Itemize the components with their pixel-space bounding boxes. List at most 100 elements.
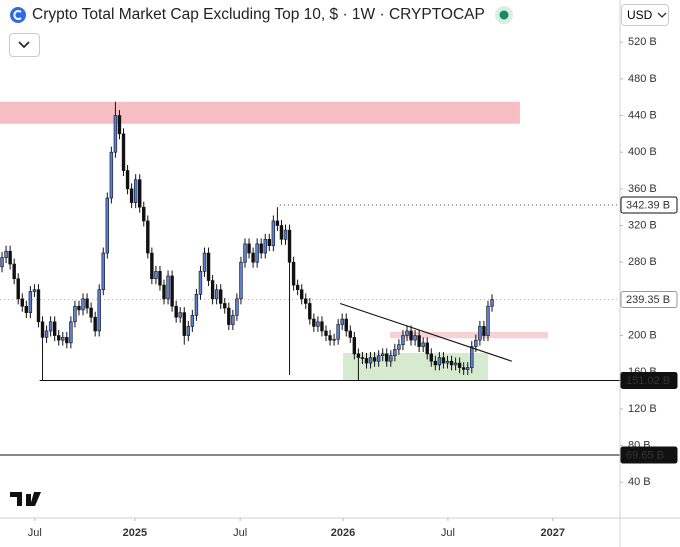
- candle-body: [101, 252, 105, 291]
- candle-body: [129, 188, 134, 203]
- candle-body: [417, 335, 421, 347]
- chevron: [657, 12, 667, 18]
- candle-body: [449, 360, 454, 366]
- candle-body: [453, 362, 458, 366]
- candle-body: [397, 344, 401, 350]
- y-tick-label: 280 B: [628, 256, 657, 268]
- x-tick-label: Jul: [233, 527, 247, 539]
- candle-body: [368, 357, 373, 364]
- y-tick-label: 120 B: [628, 403, 657, 415]
- candle-body: [194, 293, 199, 316]
- candle-body: [73, 305, 77, 323]
- candle-body: [16, 278, 20, 300]
- candle-body: [279, 225, 284, 240]
- candle-body: [344, 318, 348, 332]
- candle-body: [360, 357, 365, 359]
- y-tick-label: 400 B: [628, 146, 657, 158]
- candle-body: [44, 330, 49, 338]
- candle-body: [20, 298, 24, 307]
- candle-body: [437, 357, 442, 366]
- candle-body: [393, 349, 397, 357]
- price-label-box: [620, 196, 678, 214]
- tradingview-logo: [10, 492, 41, 506]
- candle-body: [202, 252, 207, 272]
- candle-body: [287, 229, 292, 263]
- candle-body: [445, 360, 450, 364]
- candle-body: [174, 305, 178, 318]
- x-tick-label: 2025: [123, 527, 147, 539]
- candle-body: [328, 335, 332, 341]
- candle-body: [121, 133, 126, 171]
- trendline: [339, 302, 513, 362]
- candle-body: [186, 326, 191, 336]
- candle-body: [271, 220, 276, 247]
- candle-body: [109, 151, 114, 199]
- candle-body: [77, 305, 81, 311]
- zone: [389, 331, 548, 339]
- y-tick-label: 440 B: [628, 109, 657, 121]
- candle-body: [214, 289, 219, 300]
- x-tick-label: 2027: [541, 527, 565, 539]
- candle-body: [190, 315, 195, 327]
- candle-body: [295, 284, 300, 291]
- candle-body: [304, 298, 308, 304]
- candle-body: [227, 307, 231, 325]
- candle-body: [461, 367, 466, 370]
- candle-body: [125, 170, 130, 190]
- candle-body: [263, 238, 267, 254]
- price-label-box: [620, 446, 678, 464]
- x-tick-label: Jul: [28, 527, 42, 539]
- candle-body: [138, 179, 142, 208]
- y-tick-label: 320 B: [628, 219, 657, 231]
- candle-body: [255, 243, 259, 263]
- candle-body: [283, 229, 288, 240]
- candle-body: [385, 353, 389, 362]
- candle-body: [32, 289, 37, 292]
- candle-body: [389, 355, 393, 362]
- candle-body: [12, 263, 16, 280]
- candle-body: [478, 326, 482, 341]
- zone: [343, 352, 488, 381]
- candle-body: [133, 179, 138, 203]
- candle-body: [299, 289, 304, 300]
- candle-body: [433, 360, 438, 366]
- candle-body: [206, 252, 211, 281]
- y-tick-label: 40 B: [628, 476, 651, 488]
- candle-body: [65, 337, 69, 344]
- currency: USD: [627, 8, 653, 22]
- candle-body: [425, 342, 429, 355]
- candle-body: [332, 338, 336, 341]
- candle-body: [36, 289, 41, 323]
- candle-body: [57, 335, 61, 341]
- candle-body: [105, 197, 110, 254]
- candle-body: [69, 321, 73, 344]
- candle-body: [413, 335, 417, 341]
- zone: [0, 101, 520, 124]
- candle-body: [457, 362, 462, 368]
- currency-select[interactable]: USD: [621, 4, 669, 26]
- candle-body: [312, 318, 316, 327]
- candle-body: [8, 250, 12, 265]
- candle-body: [243, 243, 247, 263]
- candle-body: [352, 337, 357, 355]
- candle-body: [356, 353, 361, 358]
- candle-body: [486, 305, 490, 336]
- price-label-box: [620, 290, 678, 308]
- candle-body: [235, 298, 239, 316]
- status-dot: [494, 6, 513, 24]
- candle-body: [405, 330, 409, 336]
- candle-body: [142, 206, 146, 222]
- x-tick-label: 2026: [331, 527, 355, 539]
- candle-body: [158, 271, 162, 286]
- candle-body: [89, 307, 93, 318]
- candle-body: [210, 280, 215, 300]
- candle-body: [470, 346, 474, 368]
- candle-body: [154, 271, 158, 280]
- collapse-button[interactable]: [9, 33, 40, 57]
- candle-body: [81, 298, 85, 311]
- candle-body: [401, 335, 405, 346]
- candle-body: [421, 342, 425, 347]
- candle-body: [376, 355, 381, 362]
- y-tick-label: 80 B: [628, 439, 651, 451]
- candle-body: [324, 330, 328, 336]
